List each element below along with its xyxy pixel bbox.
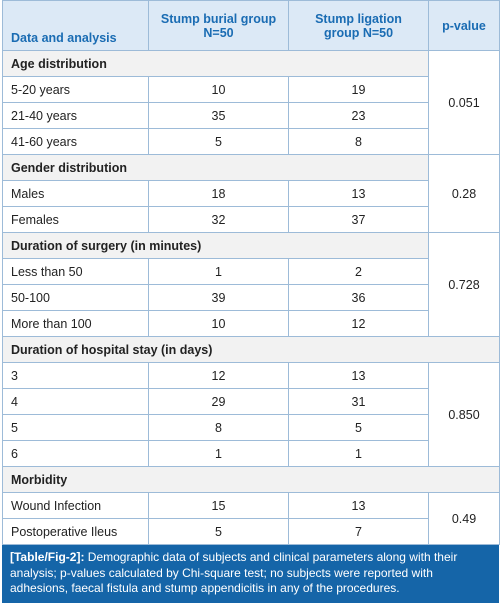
row-label: 5-20 years (2, 76, 149, 103)
header-cell: Stump burial group N=50 (148, 0, 289, 51)
section-title: Duration of hospital stay (in days) (2, 336, 500, 363)
value-cell: 15 (148, 492, 289, 519)
row-label: 41-60 years (2, 128, 149, 155)
data-row: More than 100 10 12 (2, 310, 500, 337)
data-row: 50-100 39 36 (2, 284, 500, 311)
p-value: 0.850 (428, 362, 500, 467)
value-cell: 10 (148, 310, 289, 337)
value-cell: 5 (148, 518, 289, 545)
value-cell: 1 (288, 440, 429, 467)
data-row: Males 18 13 (2, 180, 500, 207)
section-title: Duration of surgery (in minutes) (2, 232, 429, 259)
value-cell: 1 (148, 440, 289, 467)
p-value: 0.49 (428, 492, 500, 545)
section-title: Gender distribution (2, 154, 429, 181)
row-label: 5 (2, 414, 149, 441)
row-label: Wound Infection (2, 492, 149, 519)
value-cell: 13 (288, 180, 429, 207)
data-row: 21-40 years 35 23 (2, 102, 500, 129)
caption-label: [Table/Fig-2]: (10, 550, 85, 564)
value-cell: 1 (148, 258, 289, 285)
value-cell: 2 (288, 258, 429, 285)
value-cell: 5 (288, 414, 429, 441)
data-row: 3 12 13 0.850 (2, 362, 500, 467)
p-value: 0.051 (428, 50, 500, 155)
row-label: 21-40 years (2, 102, 149, 129)
data-row: Females 32 37 (2, 206, 500, 233)
data-table: Data and analysis Stump burial group N=5… (2, 0, 500, 545)
row-label: Males (2, 180, 149, 207)
data-row: 41-60 years 5 8 (2, 128, 500, 155)
data-row: Wound Infection 15 13 0.49 (2, 492, 500, 545)
value-cell: 12 (288, 310, 429, 337)
header-row: Data and analysis Stump burial group N=5… (2, 0, 500, 51)
header-cell: p-value (428, 0, 500, 51)
value-cell: 13 (288, 362, 429, 389)
value-cell: 36 (288, 284, 429, 311)
row-label: 4 (2, 388, 149, 415)
row-label: More than 100 (2, 310, 149, 337)
value-cell: 32 (148, 206, 289, 233)
section-row: Age distribution 0.051 (2, 50, 500, 155)
row-label: 3 (2, 362, 149, 389)
row-label: Postoperative Ileus (2, 518, 149, 545)
row-label: Less than 50 (2, 258, 149, 285)
section-title: Age distribution (2, 50, 429, 77)
p-value: 0.728 (428, 232, 500, 337)
p-value: 0.28 (428, 154, 500, 233)
section-row: Duration of hospital stay (in days) (2, 336, 500, 363)
value-cell: 8 (288, 128, 429, 155)
section-row: Morbidity (2, 466, 500, 493)
value-cell: 12 (148, 362, 289, 389)
section-title: Morbidity (2, 466, 500, 493)
value-cell: 13 (288, 492, 429, 519)
header-cell: Stump ligation group N=50 (288, 0, 429, 51)
value-cell: 7 (288, 518, 429, 545)
value-cell: 23 (288, 102, 429, 129)
value-cell: 8 (148, 414, 289, 441)
row-label: 6 (2, 440, 149, 467)
data-row: 5-20 years 10 19 (2, 76, 500, 103)
row-label: 50-100 (2, 284, 149, 311)
header-cell: Data and analysis (2, 0, 149, 51)
value-cell: 29 (148, 388, 289, 415)
data-row: 4 29 31 (2, 388, 500, 415)
value-cell: 10 (148, 76, 289, 103)
value-cell: 31 (288, 388, 429, 415)
value-cell: 37 (288, 206, 429, 233)
value-cell: 39 (148, 284, 289, 311)
value-cell: 35 (148, 102, 289, 129)
data-row: Less than 50 1 2 (2, 258, 500, 285)
section-row: Gender distribution 0.28 (2, 154, 500, 233)
section-row: Duration of surgery (in minutes) 0.728 (2, 232, 500, 337)
data-row: Postoperative Ileus 5 7 (2, 518, 500, 545)
value-cell: 5 (148, 128, 289, 155)
value-cell: 18 (148, 180, 289, 207)
caption: [Table/Fig-2]: Demographic data of subje… (2, 545, 499, 603)
value-cell: 19 (288, 76, 429, 103)
row-label: Females (2, 206, 149, 233)
